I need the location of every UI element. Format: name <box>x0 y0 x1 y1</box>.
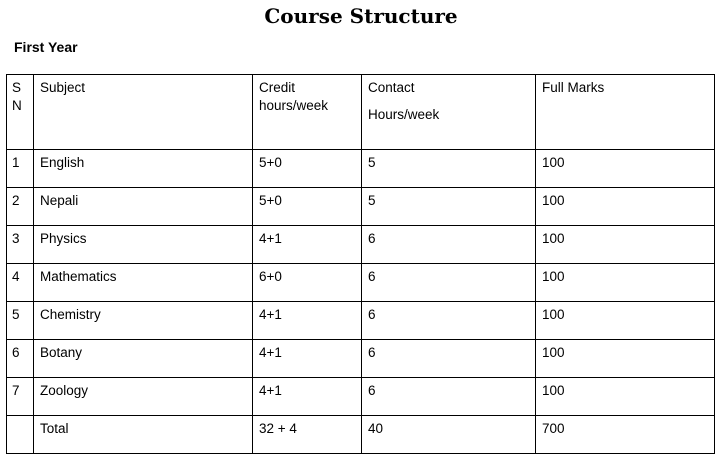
table-total-row: Total 32 + 4 40 700 <box>6 415 715 454</box>
cell-subject: Physics <box>33 225 253 264</box>
cell-credit: 4+1 <box>252 339 362 378</box>
cell-subject: Botany <box>33 339 253 378</box>
cell-full-marks: 100 <box>535 225 715 264</box>
page-title: Course Structure <box>264 4 458 28</box>
cell-subject: Nepali <box>33 187 253 226</box>
header-subject: Subject <box>33 74 253 150</box>
header-full-marks: Full Marks <box>535 74 715 150</box>
cell-sn: 3 <box>6 225 34 264</box>
cell-credit: 6+0 <box>252 263 362 302</box>
total-sn <box>6 415 34 454</box>
table-row: 3 Physics 4+1 6 100 <box>6 225 715 264</box>
total-credit: 32 + 4 <box>252 415 362 454</box>
cell-credit: 5+0 <box>252 149 362 188</box>
cell-contact: 6 <box>361 225 536 264</box>
cell-sn: 6 <box>6 339 34 378</box>
table-row: 4 Mathematics 6+0 6 100 <box>6 263 715 302</box>
header-contact: Contact Hours/week <box>361 74 536 150</box>
cell-credit: 4+1 <box>252 225 362 264</box>
header-contact-line1: Contact <box>368 80 415 95</box>
cell-sn: 5 <box>6 301 34 340</box>
header-sn-line1: S <box>12 80 22 95</box>
header-credit-line2: hours/week <box>259 98 329 113</box>
cell-credit: 4+1 <box>252 301 362 340</box>
header-credit-line1: Credit <box>259 80 296 95</box>
total-marks: 700 <box>535 415 715 454</box>
cell-credit: 4+1 <box>252 377 362 416</box>
header-contact-line2: Hours/week <box>368 107 440 122</box>
cell-credit: 5+0 <box>252 187 362 226</box>
cell-contact: 5 <box>361 149 536 188</box>
total-contact: 40 <box>361 415 536 454</box>
table-row: 5 Chemistry 4+1 6 100 <box>6 301 715 340</box>
cell-full-marks: 100 <box>535 339 715 378</box>
cell-full-marks: 100 <box>535 187 715 226</box>
section-heading: First Year <box>14 39 78 55</box>
header-credit: Credit hours/week <box>252 74 362 150</box>
cell-contact: 6 <box>361 263 536 302</box>
cell-sn: 7 <box>6 377 34 416</box>
cell-full-marks: 100 <box>535 263 715 302</box>
table-row: 1 English 5+0 5 100 <box>6 149 715 188</box>
cell-contact: 6 <box>361 377 536 416</box>
cell-subject: English <box>33 149 253 188</box>
cell-full-marks: 100 <box>535 377 715 416</box>
cell-subject: Zoology <box>33 377 253 416</box>
cell-contact: 5 <box>361 187 536 226</box>
cell-sn: 2 <box>6 187 34 226</box>
cell-full-marks: 100 <box>535 301 715 340</box>
table-row: 6 Botany 4+1 6 100 <box>6 339 715 378</box>
cell-contact: 6 <box>361 301 536 340</box>
header-sn-line2: N <box>12 98 22 113</box>
cell-contact: 6 <box>361 339 536 378</box>
cell-subject: Chemistry <box>33 301 253 340</box>
cell-sn: 1 <box>6 149 34 188</box>
cell-subject: Mathematics <box>33 263 253 302</box>
cell-full-marks: 100 <box>535 149 715 188</box>
table-row: 2 Nepali 5+0 5 100 <box>6 187 715 226</box>
table-row: 7 Zoology 4+1 6 100 <box>6 377 715 416</box>
cell-sn: 4 <box>6 263 34 302</box>
total-label: Total <box>33 415 253 454</box>
